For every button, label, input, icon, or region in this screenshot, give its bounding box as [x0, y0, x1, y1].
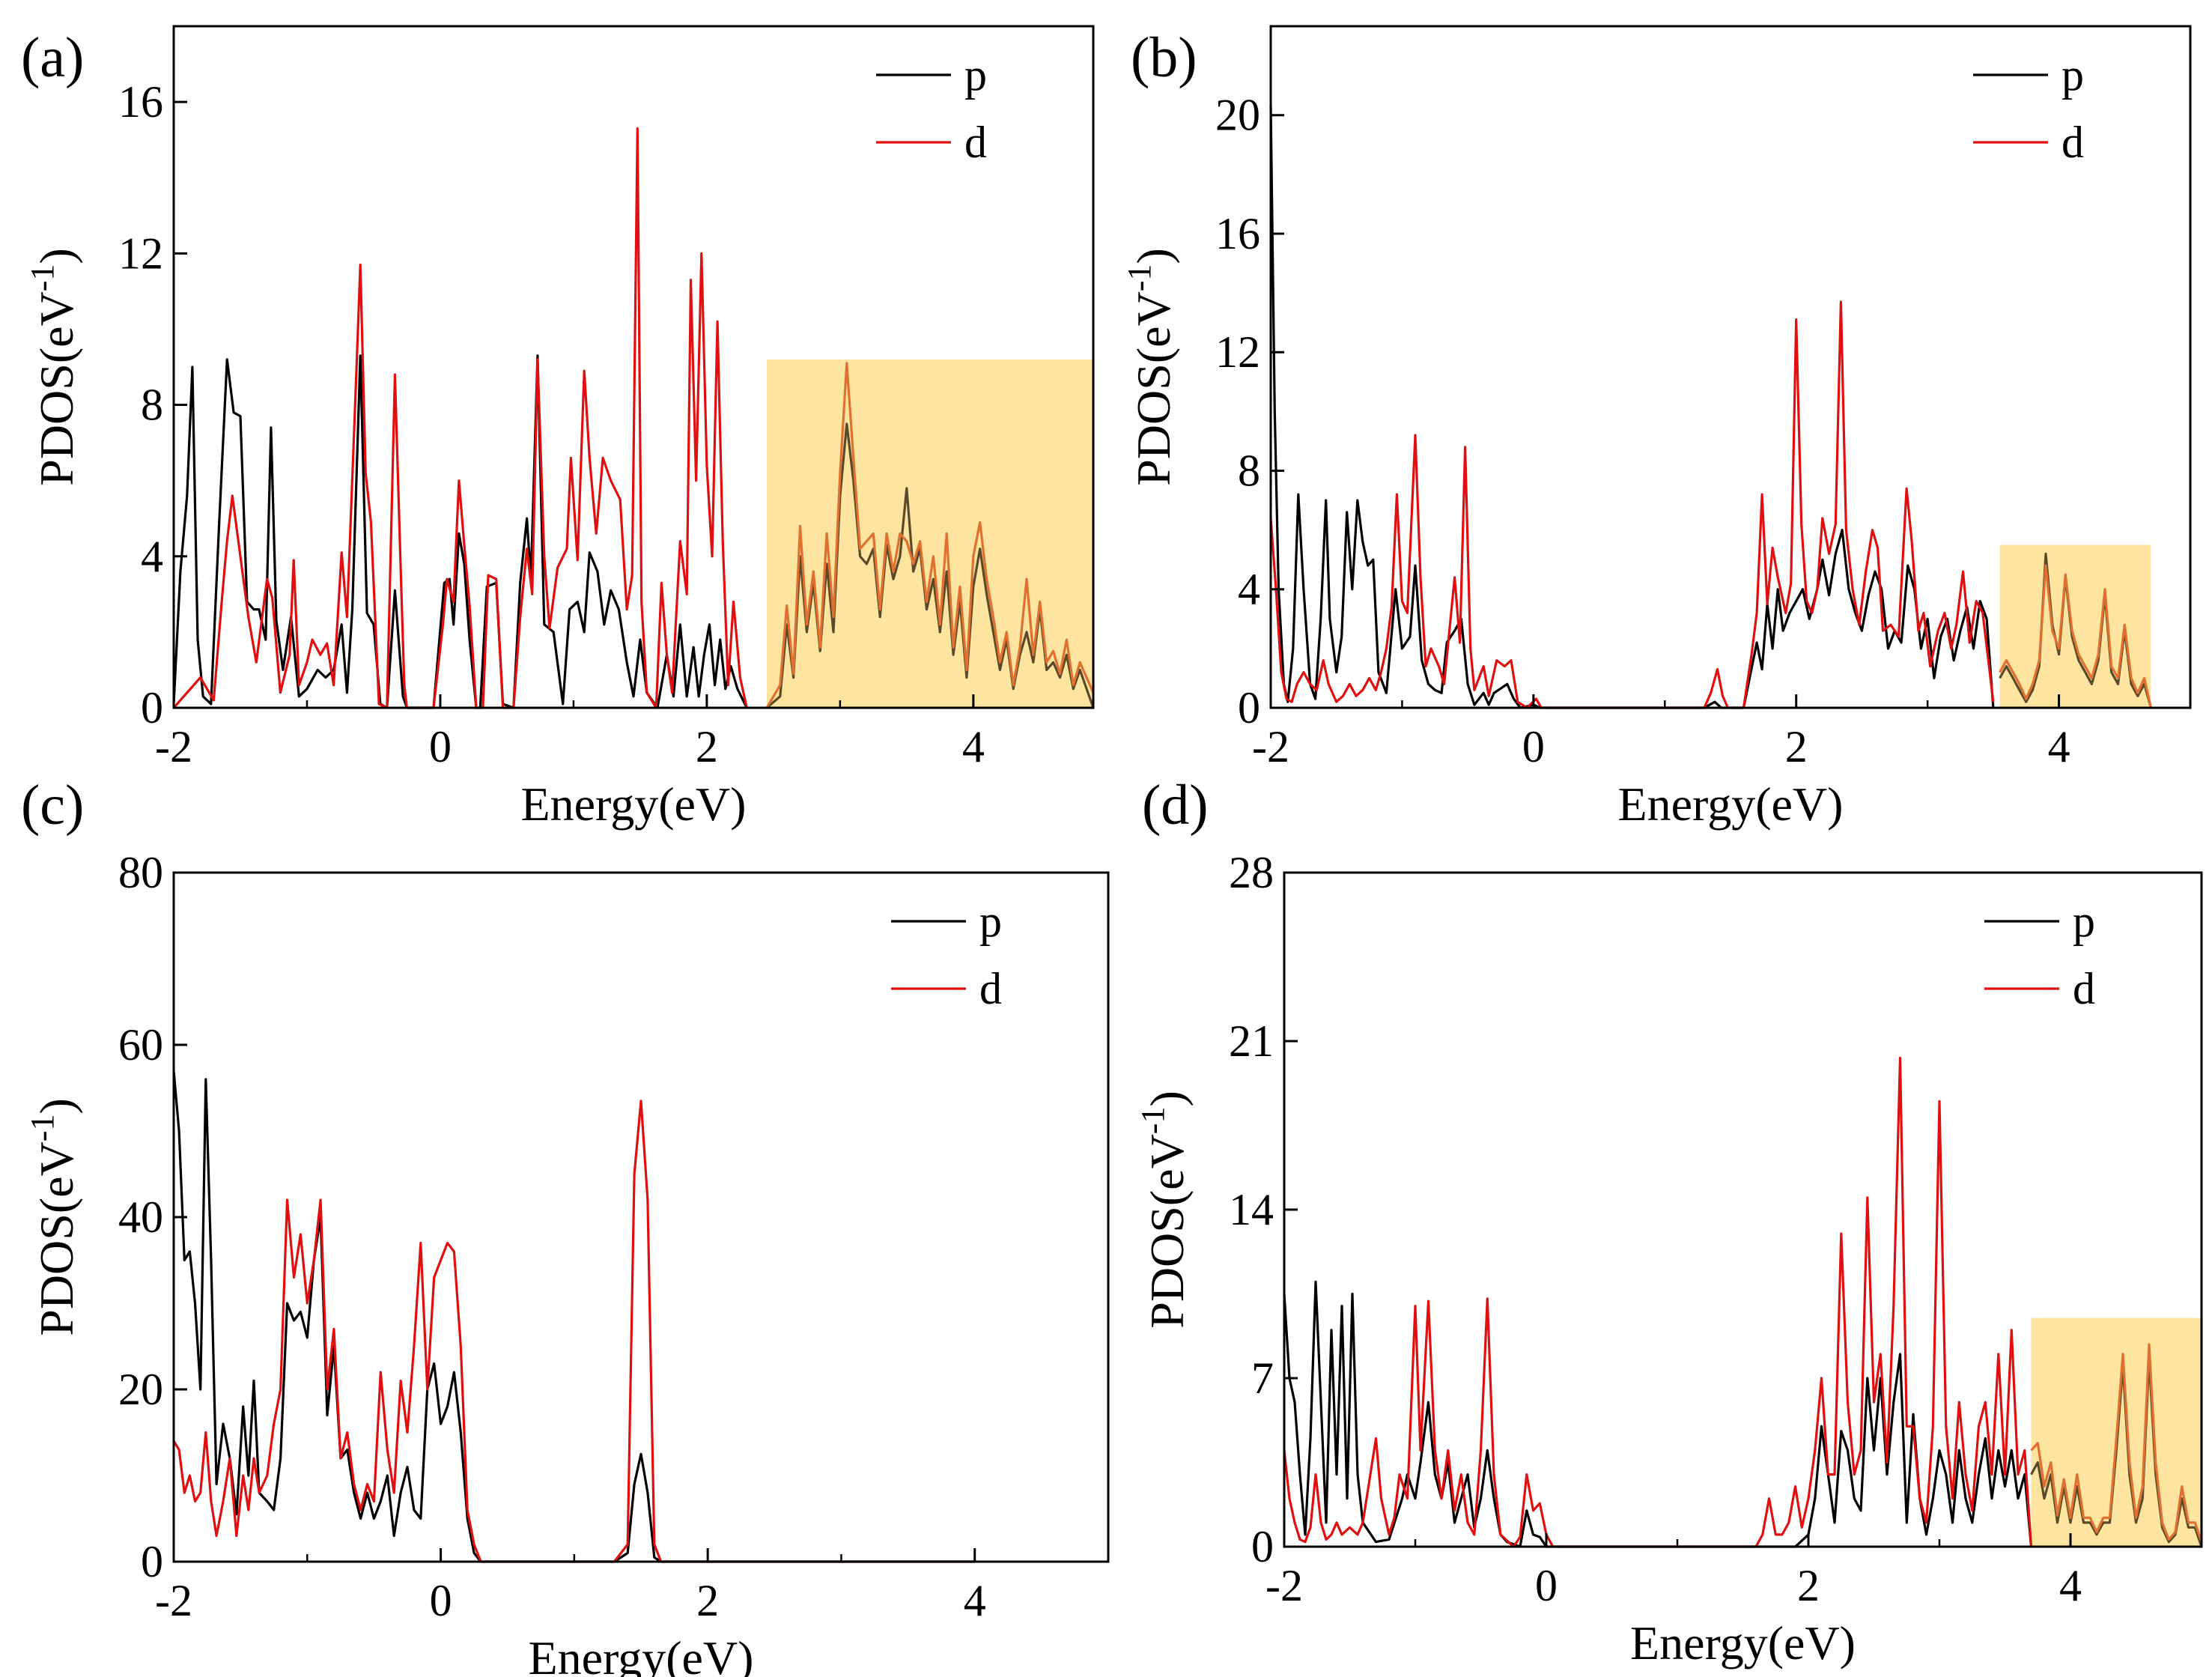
y-tick-label: 0: [1238, 683, 1260, 733]
y-axis-title: PDOS(eV-1): [24, 248, 83, 486]
y-tick-label: 8: [141, 380, 163, 430]
x-axis-title: Energy(eV): [1630, 1616, 1856, 1670]
panel-label: (a): [21, 26, 84, 89]
legend-label-d: d: [2061, 118, 2084, 167]
plot-frame: [1269, 25, 2192, 709]
y-axis-title-close: ): [30, 1098, 83, 1114]
x-tick-label: -2: [1252, 722, 1289, 771]
x-tick-label: 2: [696, 722, 718, 771]
y-tick-label: 60: [118, 1020, 163, 1070]
y-tick-label: 20: [118, 1365, 163, 1414]
y-tick-label: 40: [118, 1192, 163, 1242]
series-p: [1283, 1280, 2033, 1548]
y-axis-title-sup: -1: [1121, 264, 1158, 292]
x-tick-label: 2: [1797, 1561, 1820, 1610]
y-tick-label: 28: [1229, 848, 1274, 897]
y-tick-label: 16: [1215, 209, 1260, 258]
legend-label-p: p: [2073, 897, 2095, 946]
series-d: [172, 1100, 975, 1563]
legend-label-p: p: [979, 897, 1002, 946]
highlight-region: [1999, 545, 2151, 708]
y-tick-label: 21: [1229, 1016, 1274, 1066]
legend-label-d: d: [979, 964, 1002, 1013]
x-tick-label: 2: [696, 1576, 719, 1625]
series-p: [1269, 106, 1995, 709]
x-tick-label: -2: [155, 1576, 192, 1625]
y-tick-label: 0: [141, 1537, 163, 1586]
y-axis-title: PDOS(eV-1): [1121, 248, 1180, 486]
series-p: [172, 1070, 975, 1563]
y-axis-title-sup: -1: [24, 1115, 61, 1142]
y-tick-label: 7: [1251, 1353, 1274, 1403]
y-tick-label: 4: [141, 532, 163, 581]
legend-label-d: d: [964, 118, 987, 167]
panel-label: (b): [1131, 26, 1197, 89]
y-tick-label: 4: [1238, 565, 1260, 614]
x-tick-label: 4: [2059, 1561, 2082, 1610]
y-axis-title-main: PDOS(eV: [1140, 1134, 1194, 1329]
legend-label-p: p: [2061, 50, 2084, 100]
x-tick-label: 0: [429, 722, 452, 771]
x-tick-label: 4: [964, 1576, 986, 1625]
y-axis-title-close: ): [1140, 1091, 1194, 1106]
series-p: [172, 354, 748, 709]
series-d: [1269, 300, 1995, 709]
x-axis-title: Energy(eV): [529, 1631, 754, 1677]
series-d-highlight: [2030, 1343, 2203, 1543]
y-axis-title-sup: -1: [1134, 1107, 1171, 1135]
y-tick-label: 12: [118, 228, 163, 278]
x-tick-label: 0: [1522, 722, 1545, 771]
x-tick-label: 0: [430, 1576, 452, 1625]
y-tick-label: 8: [1238, 446, 1260, 495]
y-tick-label: 80: [118, 848, 163, 897]
y-axis-title-close: ): [30, 248, 83, 264]
x-tick-label: 0: [1535, 1561, 1558, 1610]
y-tick-label: 14: [1229, 1185, 1274, 1234]
y-axis-title-sup: -1: [24, 264, 61, 292]
y-tick-label: 12: [1215, 327, 1260, 377]
x-tick-label: 2: [1785, 722, 1808, 771]
y-axis-title-close: ): [1127, 248, 1180, 264]
x-axis-title: Energy(eV): [1618, 777, 1844, 831]
legend-label-d: d: [2073, 964, 2095, 1013]
x-tick-label: -2: [155, 722, 192, 771]
y-axis-title-main: PDOS(eV: [30, 291, 83, 486]
legend-label-p: p: [964, 50, 987, 100]
x-tick-label: 4: [2048, 722, 2070, 771]
series-d-highlight: [1999, 564, 2152, 709]
panel-label: (d): [1142, 774, 1209, 837]
y-tick-label: 16: [118, 77, 163, 127]
panel-label: (c): [21, 774, 84, 837]
y-axis-title: PDOS(eV-1): [24, 1098, 83, 1336]
x-tick-label: -2: [1265, 1561, 1303, 1610]
y-tick-label: 20: [1215, 91, 1260, 140]
series-d-highlight: [765, 362, 1095, 709]
series-d: [172, 127, 748, 709]
y-axis-title: PDOS(eV-1): [1134, 1091, 1194, 1329]
x-tick-label: 4: [962, 722, 985, 771]
plot-frame: [172, 25, 1095, 709]
y-tick-label: 0: [1251, 1522, 1274, 1571]
series-d: [1283, 1056, 2033, 1548]
y-axis-title-main: PDOS(eV: [1127, 291, 1180, 486]
x-axis-title: Energy(eV): [521, 777, 747, 831]
y-tick-label: 0: [141, 683, 163, 733]
y-axis-title-main: PDOS(eV: [30, 1141, 83, 1336]
